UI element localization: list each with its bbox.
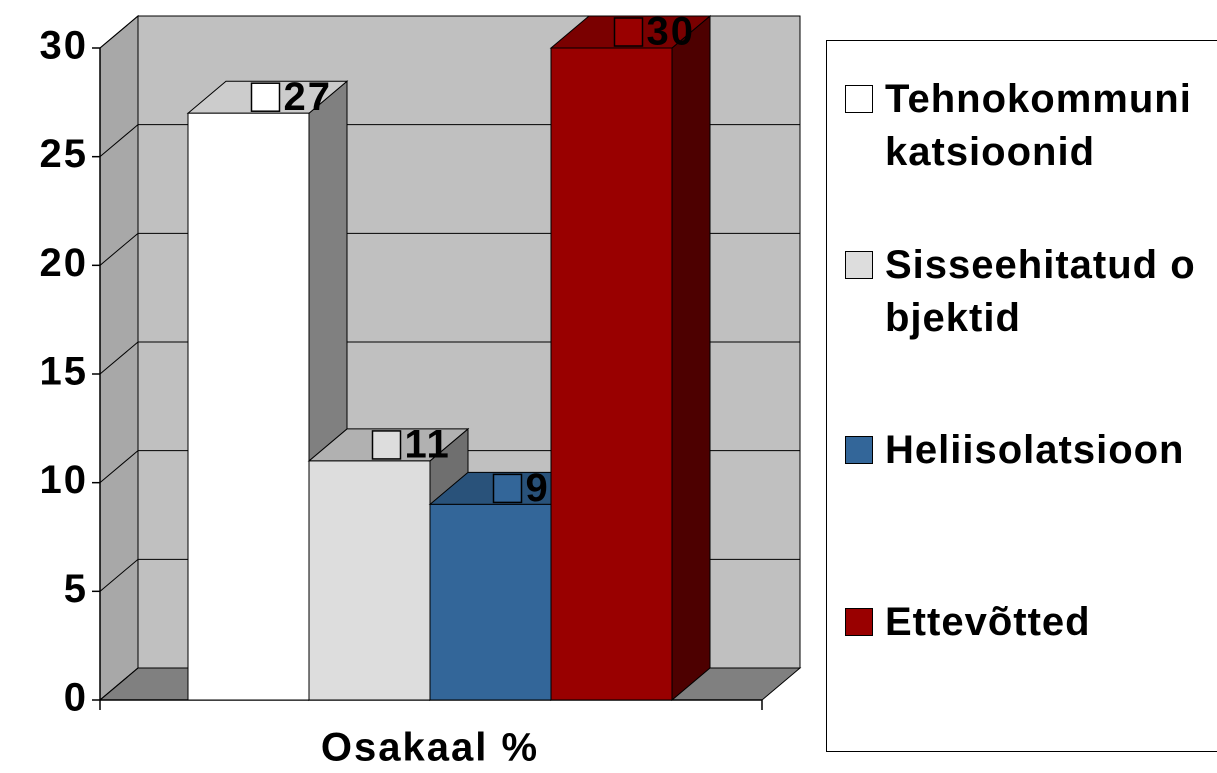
label-key [492, 473, 523, 504]
data-label: 9 [526, 466, 550, 510]
y-tick-label: 30 [40, 24, 89, 68]
legend-label: Ettevõtted [885, 600, 1091, 644]
grid-line-side [99, 450, 139, 484]
bar [308, 460, 431, 701]
grid-line-side [99, 341, 139, 375]
legend-key [845, 85, 873, 113]
y-tick-label: 15 [40, 350, 89, 394]
legend-entry: Ettevõtted [845, 596, 1215, 649]
bar [429, 503, 552, 701]
chart: 0 5 10 15 20 25 30 Osakaal % 27 11 9 30 [40, 10, 802, 770]
label-key [371, 430, 402, 460]
y-tick-label: 20 [40, 241, 89, 285]
legend: Tehnokommunikatsioonid Sisseehitatud obje… [826, 40, 1217, 752]
grid-line-side [99, 232, 139, 266]
legend-key [845, 251, 873, 279]
bar [187, 112, 310, 701]
legend-label: Sisseehitatud objektid [885, 243, 1196, 340]
legend-key [845, 608, 873, 636]
y-tick-label: 5 [64, 567, 88, 611]
legend-entry: Tehnokommunikatsioonid [845, 73, 1215, 179]
data-label: 27 [284, 75, 333, 119]
legend-label: Heliisolatsioon [885, 428, 1185, 472]
legend-label: Tehnokommunikatsioonid [885, 77, 1192, 174]
y-tick-label: 10 [40, 458, 89, 502]
x-tick-label: Osakaal % [321, 726, 539, 770]
grid-line-side [99, 15, 139, 49]
grid-line-side [99, 558, 139, 592]
bar-side [671, 14, 711, 702]
grid-line-side [99, 124, 139, 158]
label-key [613, 17, 644, 47]
y-tick-label: 25 [40, 132, 89, 176]
data-label: 30 [647, 10, 696, 54]
grid-line-side [99, 667, 139, 701]
legend-entry: Sisseehitatud objektid [845, 239, 1215, 345]
label-key [250, 82, 281, 112]
legend-entry: Heliisolatsioon [845, 424, 1215, 477]
bar [550, 47, 673, 701]
data-label: 11 [405, 422, 451, 466]
y-tick-label: 0 [64, 676, 88, 720]
legend-key [845, 436, 873, 464]
